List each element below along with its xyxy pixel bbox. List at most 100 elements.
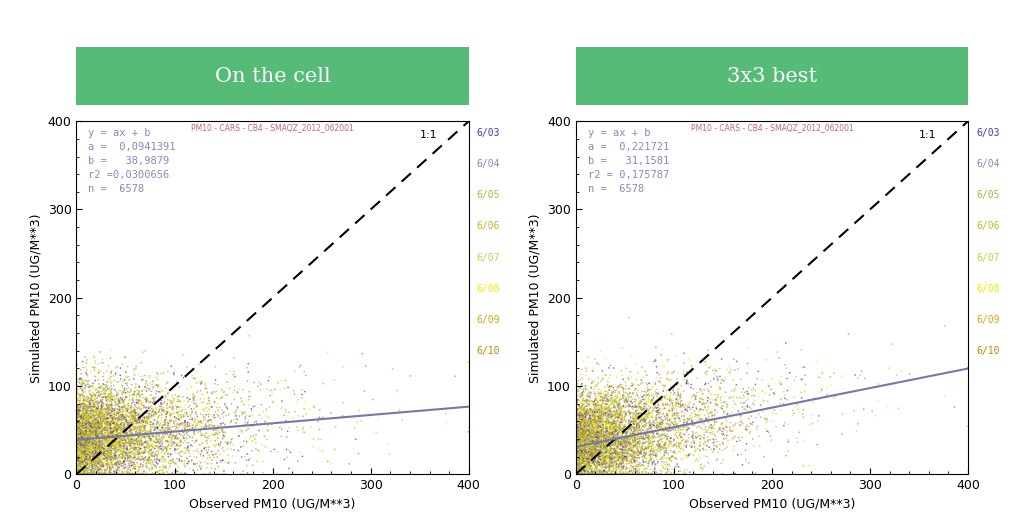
Point [576,470,592,479]
Point [631,448,647,456]
Point [632,470,648,479]
Point [82,417,98,425]
Point [121,437,138,445]
Point [76,456,93,465]
Point [214,456,230,465]
Point [115,470,131,479]
Point [87,460,103,468]
Point [582,470,598,479]
Point [144,452,160,461]
Point [89,440,105,448]
Point [98,417,114,426]
Point [635,428,651,437]
Point [71,470,88,479]
Point [580,425,596,433]
Point [131,449,148,457]
Point [638,432,654,440]
Point [603,470,620,479]
Point [165,470,181,479]
Point [583,408,599,417]
Point [100,454,116,462]
Point [570,447,586,456]
Point [639,371,655,379]
Point [153,445,169,453]
Point [572,451,588,460]
Point [582,438,598,447]
Point [575,416,591,425]
Point [72,427,89,435]
Point [133,423,150,431]
Point [598,441,614,450]
Point [601,450,618,458]
Point [156,433,172,442]
Point [572,470,588,479]
Point [615,461,632,470]
Point [117,388,133,397]
Point [183,456,200,464]
Point [577,412,593,420]
Point [72,435,89,443]
Point [619,398,635,407]
Point [571,470,587,479]
Point [629,435,645,444]
Point [72,437,89,446]
Point [572,421,588,429]
Point [571,467,587,476]
Point [620,464,636,472]
Point [601,419,618,427]
Point [662,395,679,404]
Point [635,456,651,464]
Point [171,392,187,401]
Point [703,424,719,432]
Point [582,405,598,414]
Point [609,401,626,409]
Point [592,422,608,431]
Point [81,394,97,402]
Point [68,470,85,479]
Point [74,377,91,386]
Point [89,458,105,467]
Point [645,404,661,413]
Point [143,390,159,398]
Point [76,420,93,428]
Point [588,422,604,430]
Point [107,446,123,455]
Point [130,390,147,398]
Point [573,426,589,435]
Point [570,421,586,429]
Point [125,418,142,427]
Point [143,461,159,470]
Point [600,411,616,419]
Point [662,470,679,479]
Point [72,413,89,421]
Point [610,448,627,456]
Point [576,453,592,462]
Point [582,427,598,436]
Point [116,430,132,438]
Point [757,415,773,424]
Point [615,414,632,423]
Point [151,435,167,443]
Point [88,385,104,393]
Point [193,379,209,388]
Point [588,458,604,467]
Point [630,386,646,395]
Point [91,466,107,474]
Point [625,389,641,397]
Point [73,441,90,449]
Point [82,437,98,445]
Point [679,454,695,462]
Point [194,378,210,387]
Point [772,395,789,403]
Point [150,375,166,384]
Point [75,432,92,440]
Point [594,470,610,479]
Point [195,452,211,460]
Point [611,412,628,420]
Point [583,462,599,470]
Point [594,428,610,436]
Point [75,434,92,442]
Point [82,453,98,462]
Point [129,396,146,404]
Point [686,448,702,457]
